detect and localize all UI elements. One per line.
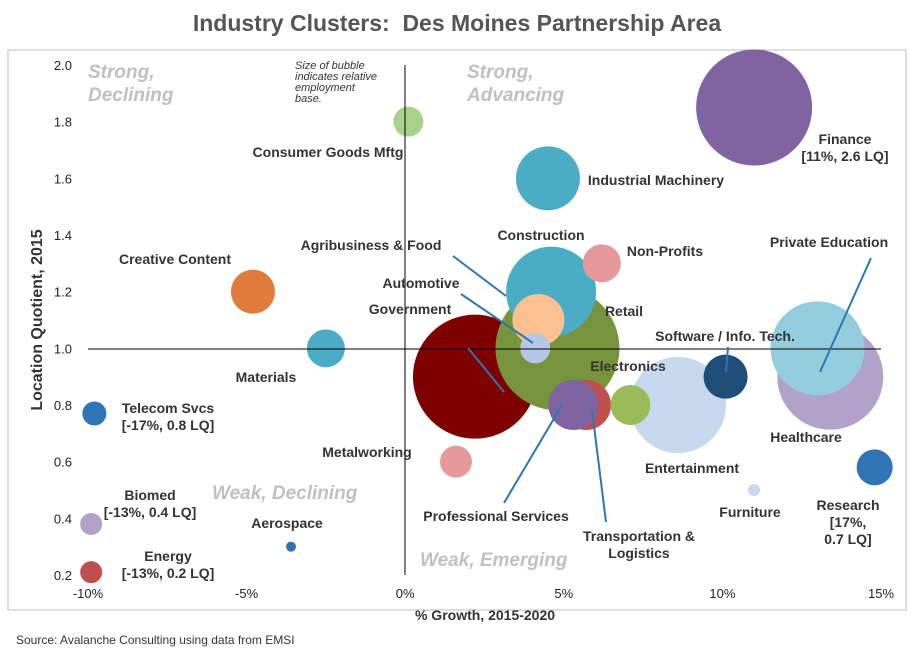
quadrant-label-strong-declining: Strong, Declining: [88, 62, 174, 106]
bubble-biomed: [80, 513, 103, 535]
bubbles: [80, 49, 893, 584]
label-electronics: Electronics: [590, 358, 666, 374]
label-furniture: Furniture: [719, 504, 781, 520]
label-government: Government: [369, 301, 452, 317]
label-industrial-machinery: Industrial Machinery: [588, 172, 724, 188]
bubble-industrial-machinery: [515, 146, 580, 211]
leader-private-education: [819, 257, 872, 373]
x-tick-label: 0%: [396, 586, 415, 601]
leader-professional-services: [503, 404, 563, 504]
label-professional-services: Professional Services: [423, 508, 569, 524]
y-tick-label: 2.0: [54, 58, 72, 73]
label-biomed: Biomed [-13%, 0.4 LQ]: [104, 487, 197, 520]
leader-lines: [452, 255, 872, 523]
label-entertainment: Entertainment: [645, 460, 739, 476]
x-tick-label: -5%: [235, 586, 259, 601]
plot-area-border: [7, 49, 907, 611]
leader-agribusiness-food: [452, 255, 507, 297]
bubble-telecom-svcs: [82, 401, 107, 426]
tick-labels: -10% -5% 0% 5% 10% 15% 0.2 0.4 0.6 0.8 1.0 1.2 1.4 1.…: [54, 58, 895, 601]
bubble-professional-services: [548, 380, 599, 430]
y-tick-label: 1.8: [54, 115, 72, 130]
label-non-profits: Non-Profits: [627, 243, 703, 259]
label-creative-content: Creative Content: [119, 251, 231, 267]
y-tick-label: 0.2: [54, 568, 72, 583]
bubble-non-profits: [582, 244, 621, 283]
label-consumer-goods-mftg: Consumer Goods Mftg: [253, 144, 404, 160]
y-tick-label: 0.4: [54, 511, 72, 526]
label-retail: Retail: [605, 303, 643, 319]
label-research: Research [17%, 0.7 LQ]: [816, 497, 879, 547]
bubble-automotive: [520, 333, 551, 364]
bubble-electronics: [610, 385, 651, 425]
chart-title: Industry Clusters: Des Moines Partnershi…: [192, 10, 722, 36]
bubble-software-info-tech: [703, 354, 748, 399]
y-tick-label: 0.8: [54, 398, 72, 413]
label-construction: Construction: [497, 227, 584, 243]
source-note: Source: Avalanche Consulting using data …: [16, 633, 295, 647]
leader-automotive: [460, 293, 534, 344]
y-tick-label: 1.6: [54, 171, 72, 186]
label-agribusiness-food: Agribusiness & Food: [301, 237, 442, 253]
quadrant-labels: Strong, Declining Strong, Advancing Weak, De…: [88, 62, 568, 571]
x-tick-label: 15%: [868, 586, 894, 601]
label-automotive: Automotive: [383, 275, 460, 291]
bubble-creative-content: [230, 269, 275, 314]
label-energy: Energy [-13%, 0.2 LQ]: [122, 548, 215, 581]
label-finance: Finance [11%, 2.6 LQ]: [801, 131, 888, 164]
quadrant-label-strong-advancing: Strong, Advancing: [466, 62, 565, 106]
quadrant-label-weak-declining: Weak, Declining: [212, 483, 358, 504]
leader-government: [467, 347, 505, 393]
bubble-labels: Healthcare Entertainment Private Education…: [104, 131, 889, 581]
label-metalworking: Metalworking: [322, 444, 411, 460]
label-telecom-svcs: Telecom Svcs [-17%, 0.8 LQ]: [122, 400, 215, 433]
label-software-info-tech: Software / Info. Tech.: [655, 328, 795, 344]
bubble-metalworking: [439, 445, 472, 478]
bubble-finance: [696, 49, 813, 166]
y-tick-label: 1.0: [54, 341, 72, 356]
y-tick-label: 1.4: [54, 228, 72, 243]
label-materials: Materials: [236, 369, 297, 385]
bubble-furniture: [748, 484, 761, 496]
leader-transportation-logistics: [591, 409, 607, 523]
bubble-consumer-goods-mftg: [393, 106, 424, 137]
leader-software-info-tech: [725, 346, 729, 373]
y-axis-title: Location Quotient, 2015: [29, 229, 46, 410]
y-tick-label: 1.2: [54, 285, 72, 300]
quadrant-label-weak-emerging: Weak, Emerging: [420, 550, 568, 571]
bubble-private-education: [770, 301, 865, 396]
x-axis-title: % Growth, 2015-2020: [415, 607, 555, 623]
label-private-education: Private Education: [770, 234, 888, 250]
bubble-agribusiness-food: [512, 294, 565, 346]
label-healthcare: Healthcare: [770, 429, 842, 445]
bubble-size-note: Size of bubble indicates relative employme…: [295, 60, 377, 105]
bubble-research: [856, 449, 893, 486]
label-transportation-logistics: Transportation & Logistics: [583, 528, 695, 561]
y-tick-label: 0.6: [54, 455, 72, 470]
bubble-entertainment: [629, 357, 726, 453]
x-tick-label: -10%: [73, 586, 104, 601]
bubble-materials: [306, 329, 345, 368]
bubble-aerospace: [286, 541, 297, 552]
bubble-energy: [80, 561, 103, 584]
x-tick-label: 5%: [554, 586, 573, 601]
label-aerospace: Aerospace: [251, 515, 323, 531]
x-tick-label: 10%: [709, 586, 735, 601]
axes: [88, 65, 881, 575]
